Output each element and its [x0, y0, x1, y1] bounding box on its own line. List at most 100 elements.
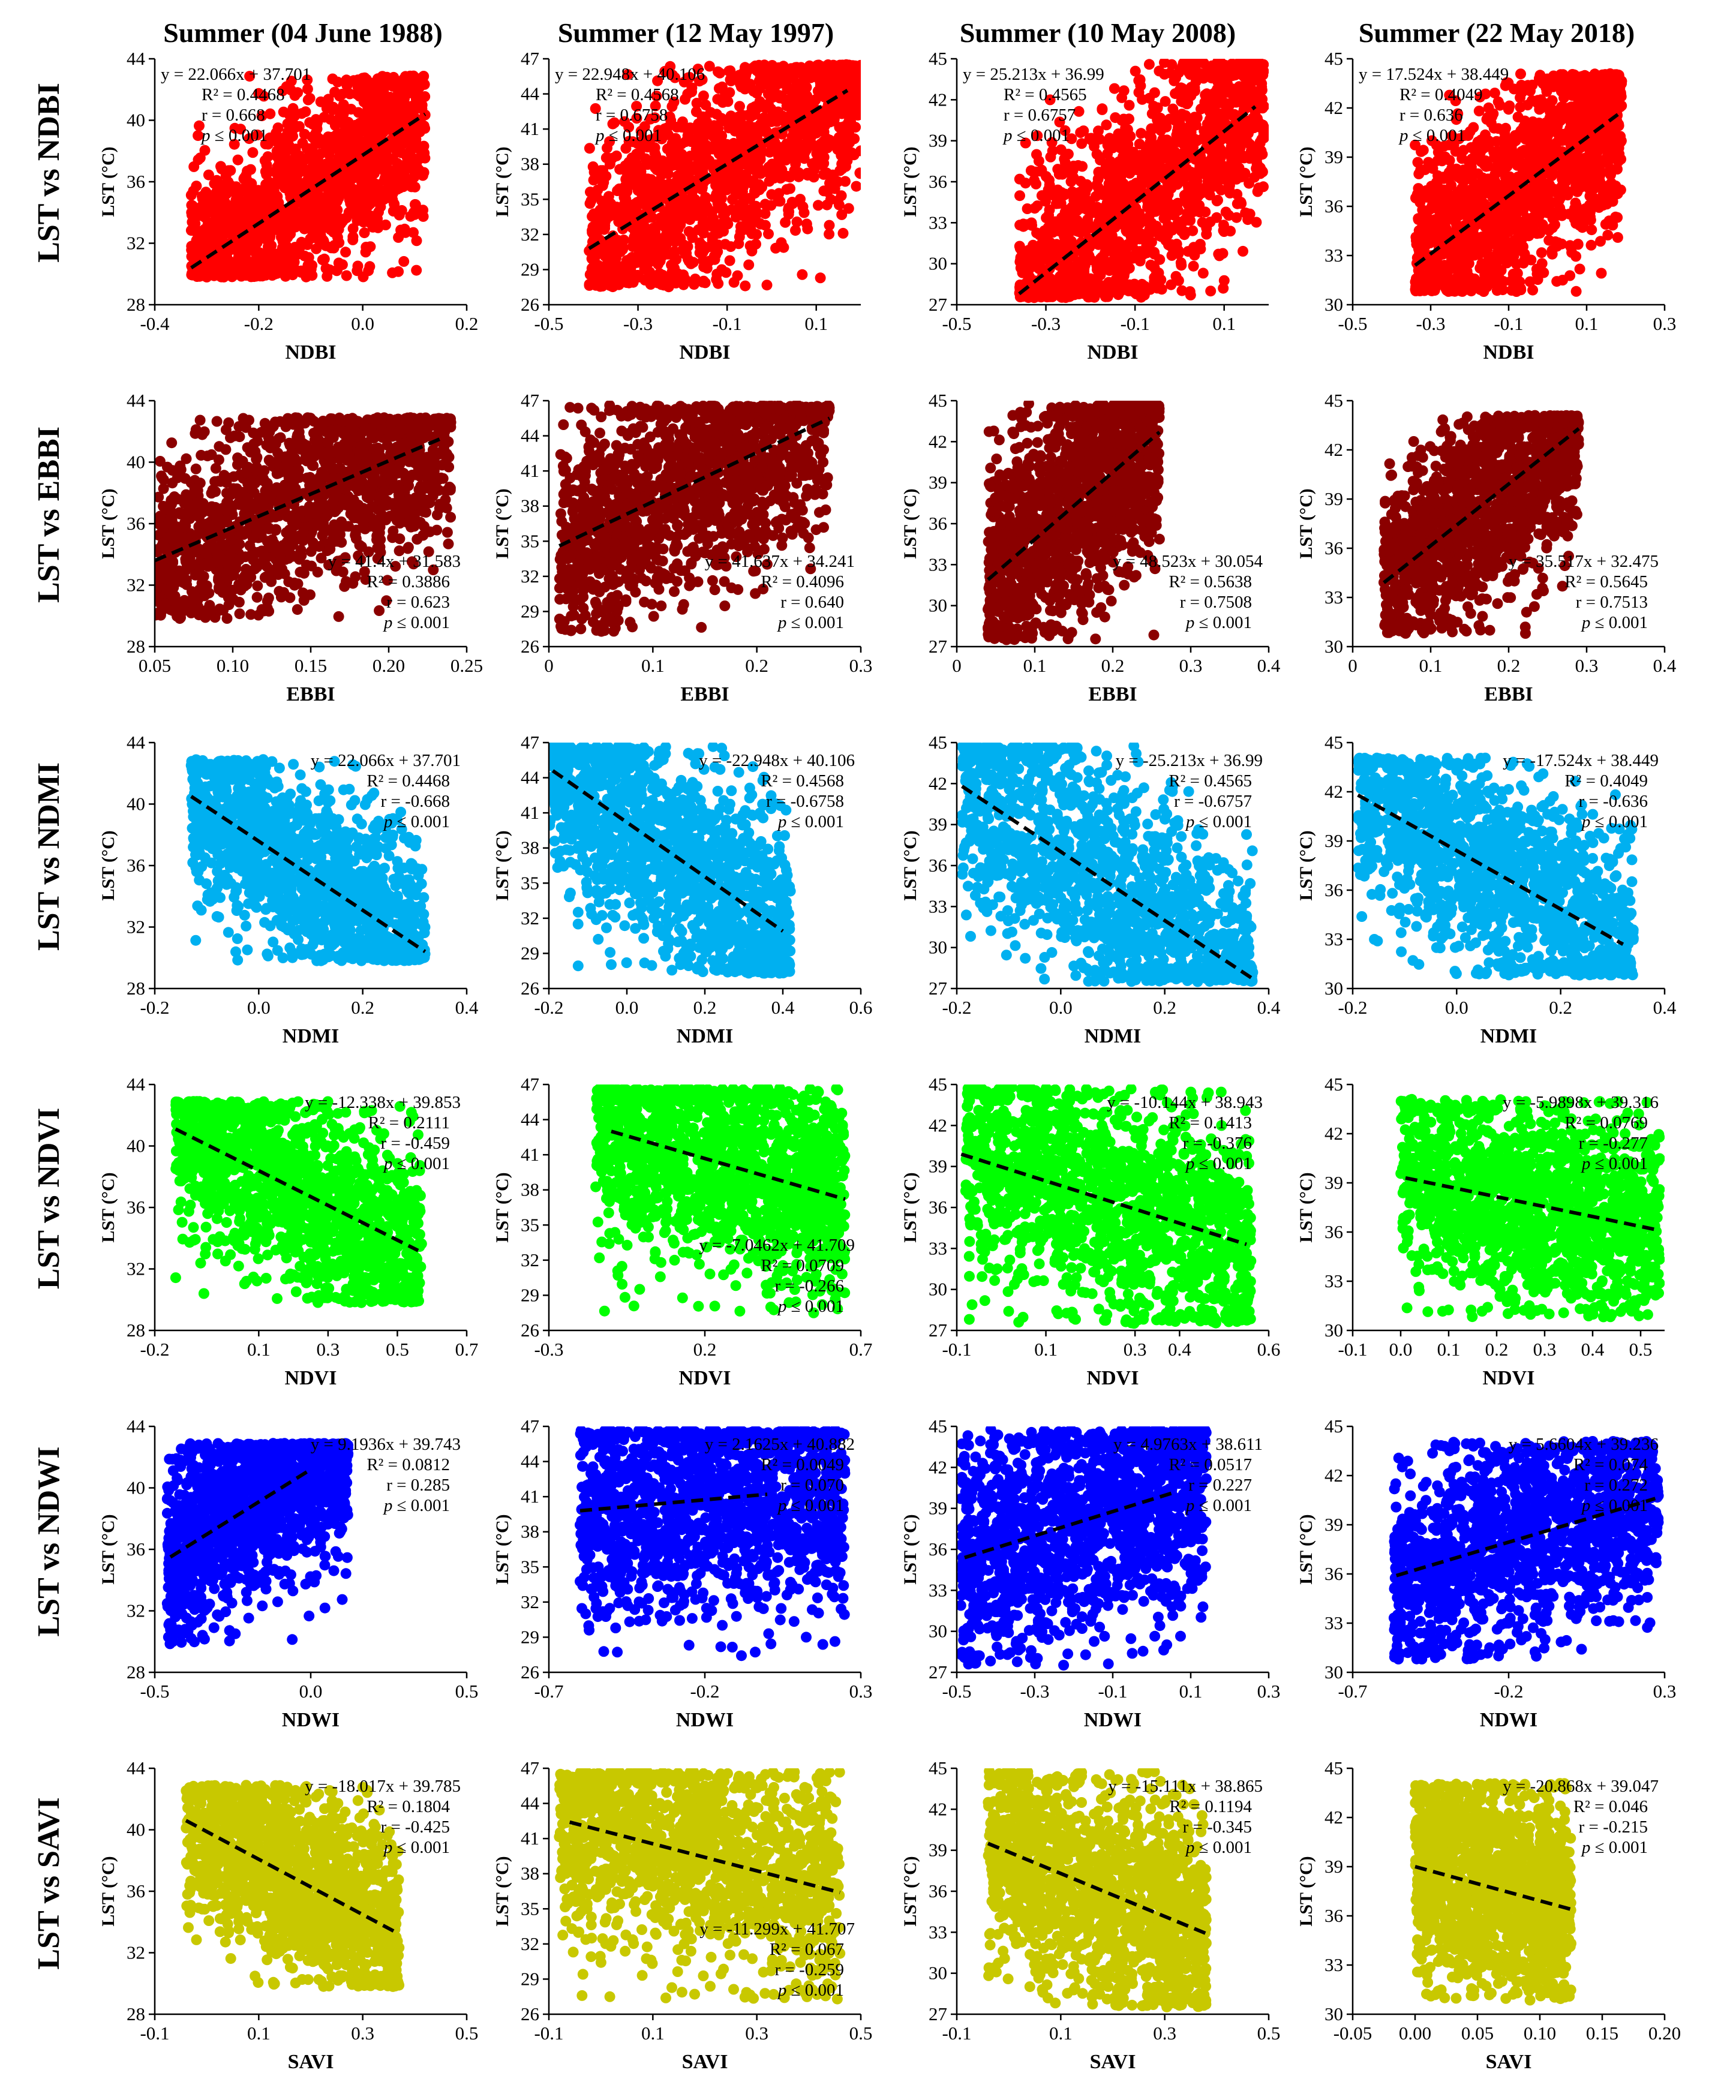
data-point [650, 100, 661, 112]
data-point [751, 229, 762, 240]
data-point [323, 149, 335, 160]
data-point [622, 69, 633, 80]
data-point [1209, 100, 1221, 111]
data-point [281, 212, 293, 224]
data-point [1097, 256, 1109, 267]
data-point [744, 160, 755, 172]
data-point [686, 86, 698, 97]
data-point [721, 151, 732, 162]
data-point [1166, 279, 1177, 290]
data-point [265, 183, 276, 194]
data-point [1028, 167, 1040, 178]
data-point [203, 169, 214, 181]
data-point [1166, 145, 1177, 157]
data-point [395, 224, 407, 236]
data-point [646, 194, 657, 206]
data-point [1103, 205, 1115, 217]
data-point [1017, 246, 1028, 257]
data-point [704, 61, 715, 72]
data-point [409, 199, 421, 210]
data-point [320, 240, 332, 251]
data-point [193, 130, 204, 141]
data-point [322, 158, 334, 170]
data-point [623, 270, 633, 281]
data-point [709, 254, 720, 265]
data-point [277, 149, 288, 160]
data-point [194, 120, 205, 131]
p-value-line: p ≤ 0.001 [200, 126, 268, 145]
data-point [740, 280, 751, 292]
panel-lst-vs-ndbi-summer-10-may-2008-trendline [1018, 105, 1257, 296]
data-point [220, 197, 231, 208]
data-point [1224, 184, 1235, 195]
data-point [754, 96, 765, 107]
data-point [1042, 269, 1053, 280]
data-point [1134, 74, 1146, 85]
data-point [341, 74, 352, 86]
data-point [1178, 59, 1189, 69]
y-tick-label: 36 [127, 171, 145, 192]
regression-stat-line: r = 0.6757 [1004, 106, 1076, 125]
data-point [214, 184, 226, 195]
data-point [1213, 248, 1224, 260]
data-point [244, 133, 255, 145]
p-threshold: ≤ 0.001 [605, 126, 662, 145]
data-point [825, 84, 836, 95]
data-point [338, 182, 350, 194]
data-point [347, 234, 359, 245]
p-value-line: p ≤ 0.001 [1002, 126, 1070, 145]
data-point [1138, 230, 1149, 241]
data-point [612, 185, 624, 196]
x-tick-label: -0.4 [140, 313, 170, 334]
data-point [678, 269, 689, 281]
data-point [1257, 94, 1268, 105]
x-tick-label: -0.3 [623, 313, 653, 334]
data-point [717, 97, 728, 108]
data-point [770, 242, 782, 254]
data-point [1097, 103, 1108, 115]
data-point [611, 150, 622, 161]
data-point [1196, 103, 1206, 115]
data-point [731, 122, 742, 133]
data-point [666, 160, 678, 171]
data-point [296, 108, 307, 119]
data-point [777, 70, 788, 81]
data-point [299, 166, 311, 177]
data-point [367, 129, 378, 140]
data-point [795, 194, 806, 205]
data-point [1035, 292, 1047, 303]
data-point [1160, 209, 1171, 221]
data-point [322, 271, 333, 282]
data-point [797, 269, 808, 280]
data-point [653, 259, 664, 270]
data-point [340, 247, 352, 258]
data-point [1219, 164, 1230, 176]
data-point [185, 225, 197, 236]
data-point [1254, 137, 1266, 149]
data-point [687, 134, 699, 145]
data-point [1207, 151, 1218, 162]
data-point [639, 263, 650, 275]
x-tick-label: -0.1 [1121, 313, 1150, 334]
data-point [1031, 250, 1042, 261]
data-point [634, 224, 645, 235]
data-point [1018, 218, 1029, 230]
data-point [626, 160, 637, 170]
data-point [734, 101, 745, 112]
data-point [759, 208, 771, 220]
y-tick-label: 36 [929, 171, 947, 192]
data-point [223, 165, 234, 176]
data-point [782, 170, 793, 182]
data-point [1238, 245, 1248, 257]
data-point [1144, 218, 1155, 229]
data-point [263, 256, 274, 268]
data-point [273, 222, 284, 233]
data-point [417, 170, 428, 181]
panel-lst-vs-ndbi-summer-12-may-1997-trendline [588, 89, 849, 250]
data-point [792, 144, 804, 155]
data-point [1188, 242, 1199, 253]
data-point [1145, 236, 1157, 248]
data-point [1026, 217, 1037, 229]
data-point [1082, 276, 1093, 287]
p-threshold: ≤ 0.001 [1013, 126, 1070, 145]
